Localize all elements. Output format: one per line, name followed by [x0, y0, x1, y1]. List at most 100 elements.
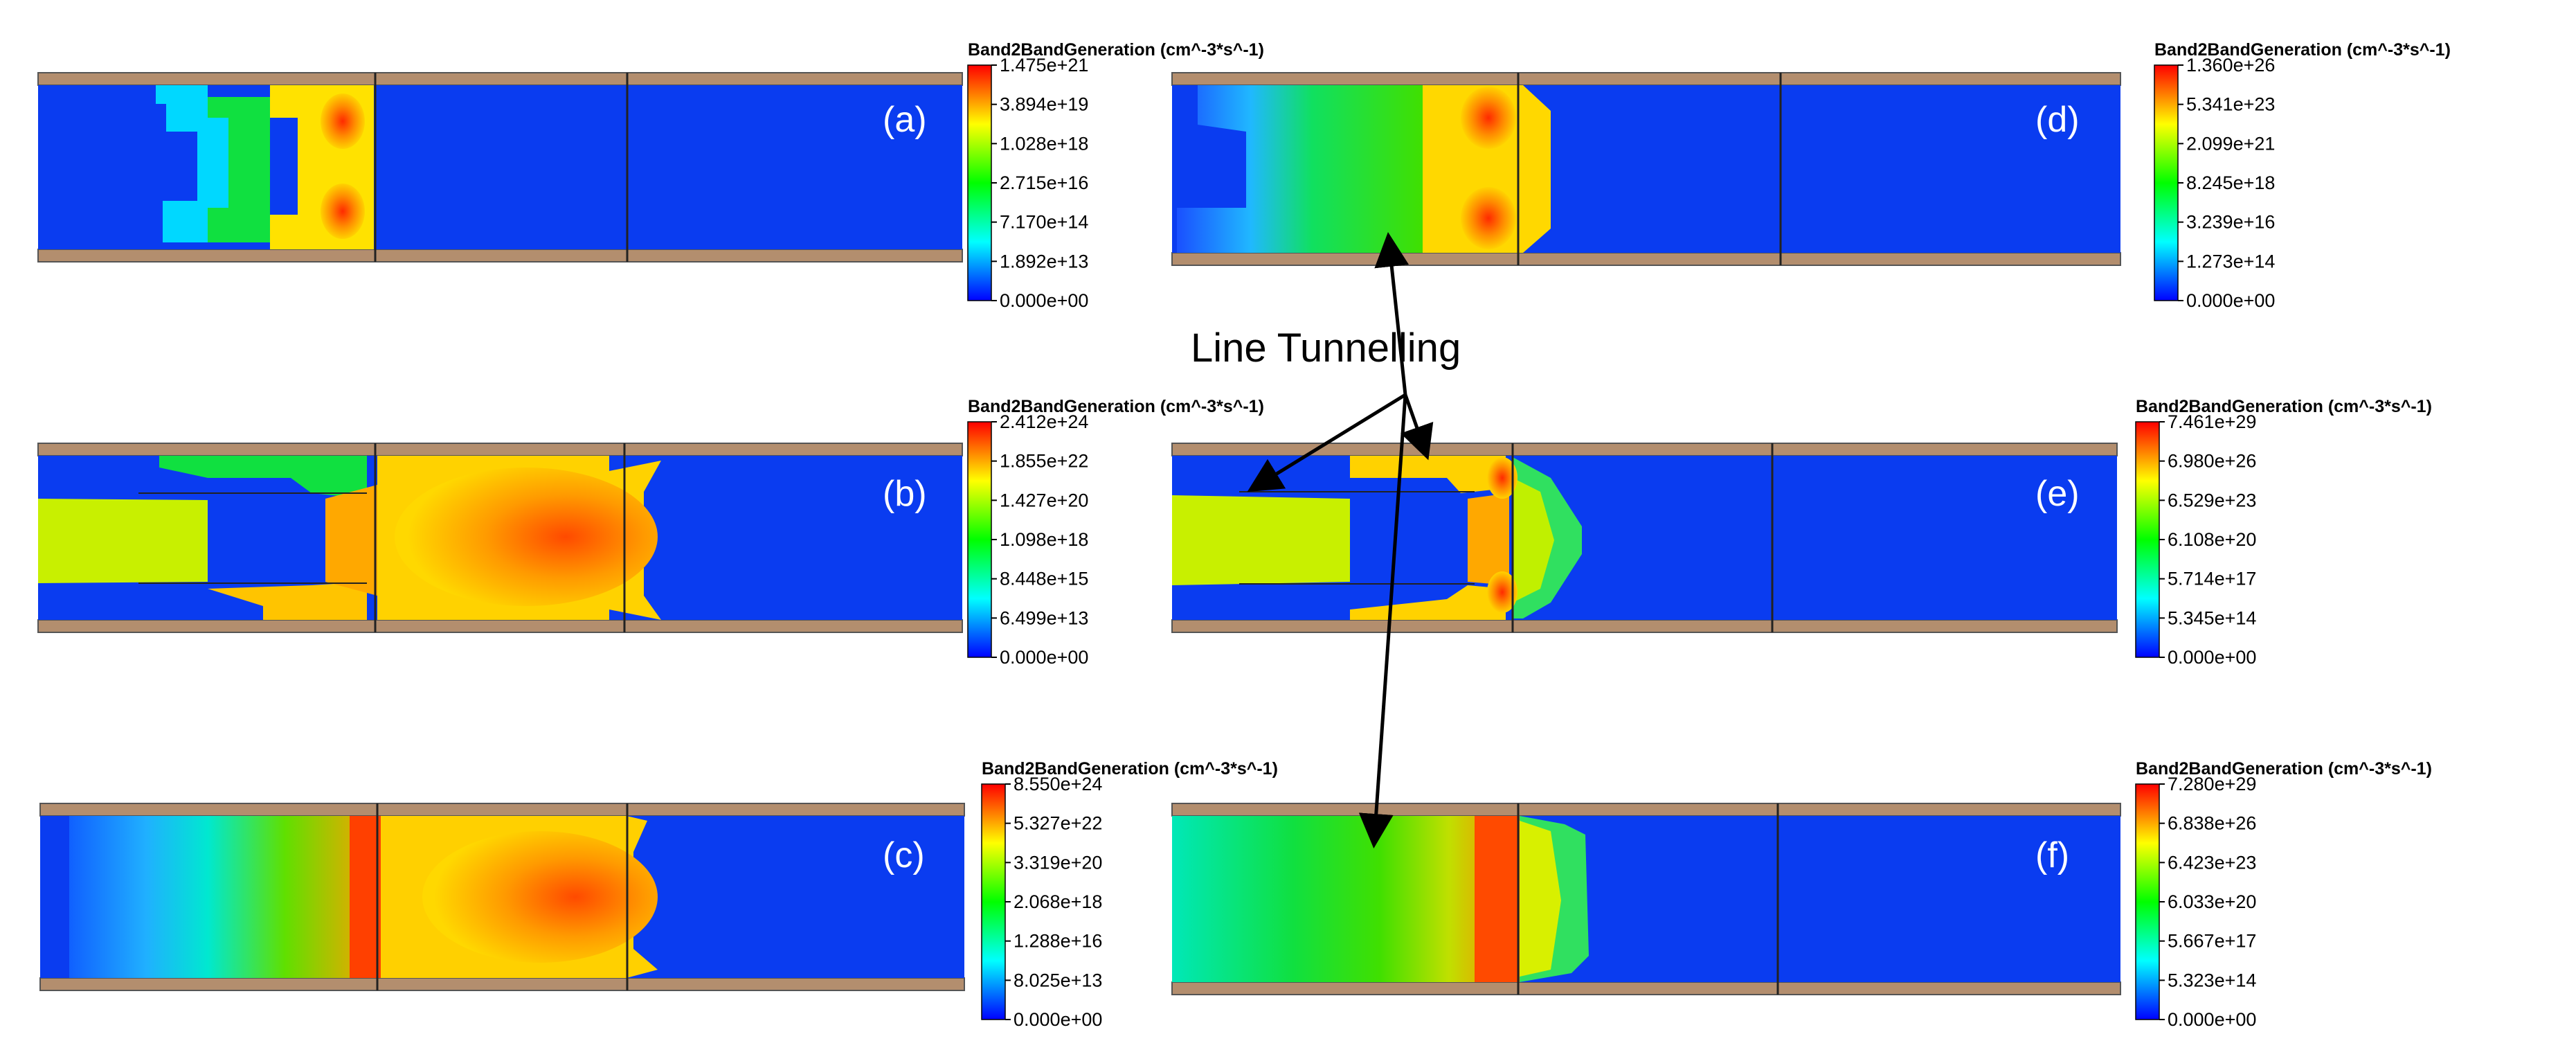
legend-tick-label: 8.550e+24 [1014, 774, 1102, 794]
line-tunnelling-annotation: Line Tunnelling [1191, 232, 1461, 848]
legend-tick-label: 0.000e+00 [1000, 290, 1088, 311]
legend-tick-label: 2.715e+16 [1000, 172, 1088, 193]
legend-colorbar [967, 421, 992, 658]
legend-d: Band2BandGeneration (cm^-3*s^-1)1.360e+2… [2154, 40, 2451, 311]
panel-label-a: (a) [883, 100, 927, 140]
legend-tick-label: 5.341e+23 [2186, 94, 2275, 115]
legend-tick-label: 0.000e+00 [1014, 1009, 1102, 1030]
contour-d-source [1177, 85, 1423, 253]
panel-f: (f) [1171, 803, 2121, 995]
hotspot-a-bottom [321, 184, 365, 239]
contour-e-edge-top [1350, 456, 1506, 493]
panel-label-b: (b) [883, 474, 927, 514]
arrow-to-panel-e-top [1400, 394, 1434, 461]
panel-e: (e) [1171, 443, 2118, 633]
oxide-bottom-b [37, 619, 963, 633]
panel-a: (a) [37, 72, 963, 263]
legend-tick-label: 1.273e+14 [2186, 251, 2275, 272]
contour-c-gate-edge [350, 816, 381, 978]
contour-c-source [69, 816, 377, 978]
legend-colorbar [2154, 64, 2179, 301]
legend-tick-label: 1.427e+20 [1000, 490, 1088, 510]
legend-tick-label: 1.475e+21 [1000, 55, 1088, 75]
legend-tick-label: 7.170e+14 [1000, 212, 1088, 233]
legend-tick-label: 5.327e+22 [1014, 813, 1102, 834]
annotation-text: Line Tunnelling [1191, 326, 1461, 371]
legend-b: Band2BandGeneration (cm^-3*s^-1)2.412e+2… [967, 397, 1264, 668]
contour-b-gate-edge [325, 485, 377, 596]
hotspot-a-top [321, 94, 365, 149]
legend-tick-label: 1.288e+16 [1014, 931, 1102, 952]
panel-c: (c) [39, 803, 965, 991]
hotspot-b-channel [395, 468, 658, 606]
contour-f-gate-edge [1475, 816, 1520, 982]
legend-tick-label: 0.000e+00 [2168, 647, 2256, 668]
legend-tick-label: 5.714e+17 [2168, 569, 2256, 589]
contour-b-source-wedge [38, 499, 208, 583]
legend-tick-label: 8.448e+15 [1000, 569, 1088, 589]
oxide-bottom-a [37, 249, 963, 263]
legend-tick-label: 2.099e+21 [2186, 133, 2275, 154]
contour-a-cyan [156, 85, 242, 242]
legend-title: Band2BandGeneration (cm^-3*s^-1) [2154, 40, 2451, 60]
contour-f-source [1172, 816, 1518, 982]
legend-tick-label: 0.000e+00 [2168, 1009, 2256, 1030]
legend-tick-label: 5.667e+17 [2168, 931, 2256, 952]
legend-tick-label: 6.838e+26 [2168, 813, 2256, 834]
panel-label-c: (c) [883, 835, 925, 875]
legend-title: Band2BandGeneration (cm^-3*s^-1) [2136, 397, 2432, 416]
legend-e: Band2BandGeneration (cm^-3*s^-1)7.461e+2… [2135, 397, 2432, 668]
hotspot-e-bottom [1487, 571, 1517, 613]
legend-c: Band2BandGeneration (cm^-3*s^-1)8.550e+2… [981, 759, 1278, 1030]
legend-tick-label: 6.423e+23 [2168, 852, 2256, 873]
legend-colorbar [2135, 421, 2160, 658]
legend-tick-label: 2.412e+24 [1000, 411, 1088, 432]
panel-label-f: (f) [2035, 835, 2069, 875]
legend-tick-label: 0.000e+00 [1000, 647, 1088, 668]
legend-tick-label: 6.108e+20 [2168, 529, 2256, 550]
legend-a: Band2BandGeneration (cm^-3*s^-1)1.475e+2… [967, 40, 1264, 311]
arrow-to-panel-e-left [1247, 393, 1407, 492]
contour-b-edge-bottom [208, 582, 367, 620]
contour-b-edge-top [159, 456, 367, 499]
legend-tick-label: 3.894e+19 [1000, 94, 1088, 115]
legend-tick-label: 8.245e+18 [2186, 172, 2275, 193]
legend-tick-label: 1.098e+18 [1000, 529, 1088, 550]
legend-tick-label: 7.280e+29 [2168, 774, 2256, 794]
oxide-top-c [39, 803, 965, 817]
legend-tick-label: 6.980e+26 [2168, 451, 2256, 472]
legend-colorbar [967, 64, 992, 301]
legend-tick-label: 5.323e+14 [2168, 970, 2256, 990]
contour-e-fringe-inner [1513, 478, 1554, 603]
arrow-to-panel-f [1358, 394, 1407, 848]
oxide-bottom-e [1171, 619, 2118, 633]
legend-title: Band2BandGeneration (cm^-3*s^-1) [968, 40, 1264, 60]
legend-f: Band2BandGeneration (cm^-3*s^-1)7.280e+2… [2135, 759, 2432, 1030]
legends: Band2BandGeneration (cm^-3*s^-1)1.475e+2… [967, 40, 2451, 1030]
oxide-bottom-d [1171, 252, 2121, 266]
oxide-top-d [1171, 72, 2121, 86]
legend-tick-label: 3.239e+16 [2186, 212, 2275, 233]
panel-label-e: (e) [2035, 474, 2080, 514]
panel-b: (b) [37, 443, 963, 633]
legend-title: Band2BandGeneration (cm^-3*s^-1) [968, 397, 1264, 416]
legend-tick-label: 1.892e+13 [1000, 251, 1088, 272]
legend-tick-label: 0.000e+00 [2186, 290, 2275, 311]
panel-d: (d) [1171, 72, 2121, 266]
legend-tick-label: 6.529e+23 [2168, 490, 2256, 510]
legend-tick-label: 3.319e+20 [1014, 852, 1102, 873]
contour-e-source-wedge [1172, 495, 1350, 585]
legend-tick-label: 7.461e+29 [2168, 411, 2256, 432]
legend-title: Band2BandGeneration (cm^-3*s^-1) [982, 759, 1278, 778]
legend-tick-label: 6.033e+20 [2168, 891, 2256, 912]
hotspot-d-bottom [1461, 187, 1516, 249]
oxide-bottom-c [39, 977, 965, 991]
hotspot-d-top [1461, 87, 1516, 149]
contour-a-green [208, 97, 270, 242]
hotspot-c-channel [422, 831, 658, 963]
oxide-bottom-f [1171, 981, 2121, 995]
contour-e-gate-edge [1468, 493, 1509, 585]
legend-title: Band2BandGeneration (cm^-3*s^-1) [2136, 759, 2432, 778]
legend-tick-label: 1.360e+26 [2186, 55, 2275, 75]
